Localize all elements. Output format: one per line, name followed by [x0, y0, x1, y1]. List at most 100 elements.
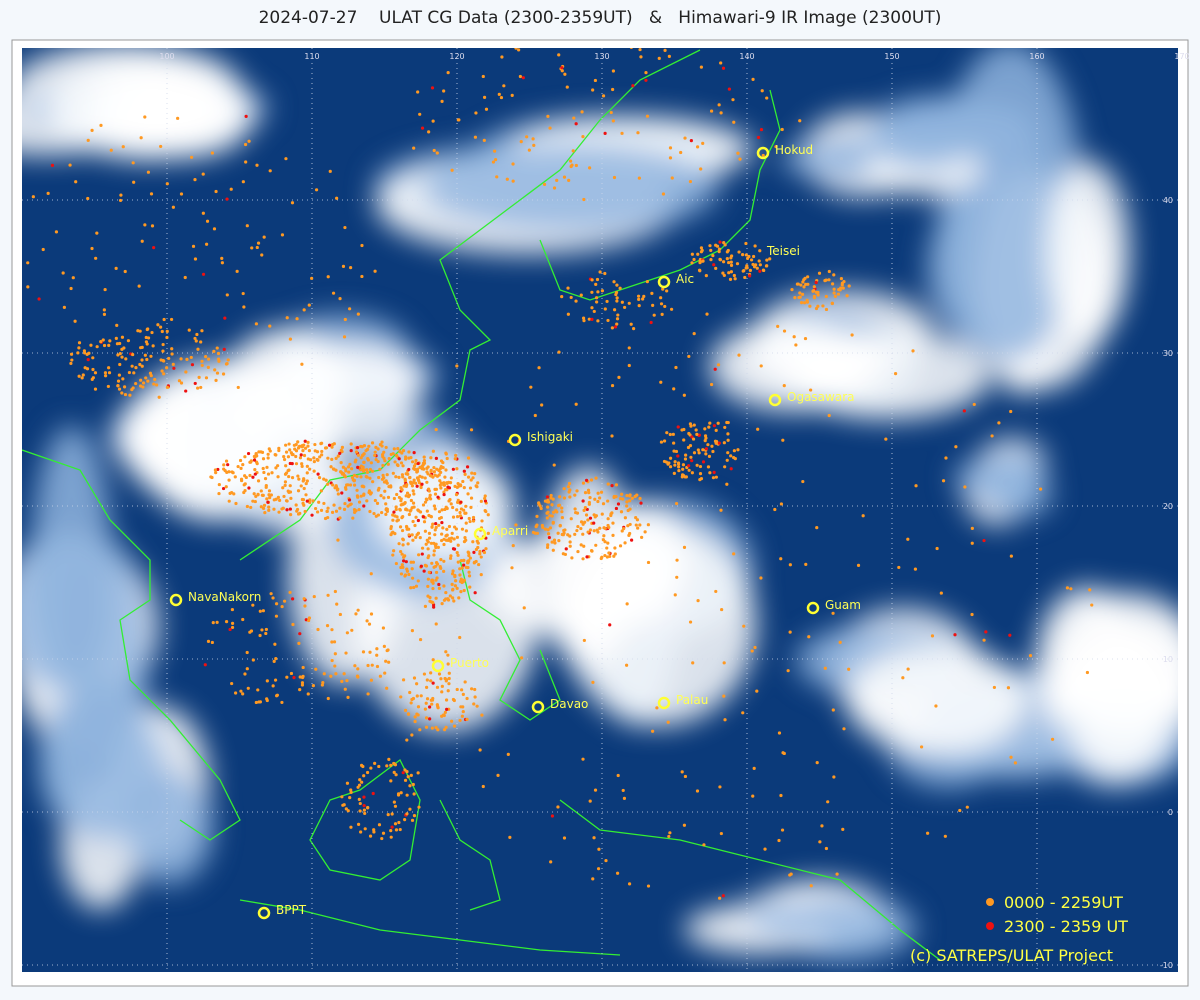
stroke-dot	[334, 509, 339, 513]
stroke-dot	[906, 667, 910, 671]
stroke-dot	[692, 451, 697, 455]
stroke-dot	[665, 289, 669, 293]
stroke-dot	[722, 694, 726, 698]
stroke-dot	[473, 135, 478, 139]
stroke-dot	[467, 554, 471, 558]
stroke-dot	[581, 532, 585, 536]
stroke-dot	[209, 475, 213, 479]
stroke-dot	[266, 472, 271, 476]
stroke-dot	[341, 264, 346, 268]
stroke-dot	[691, 437, 696, 441]
stroke-dot	[682, 427, 686, 432]
stroke-dot	[428, 599, 432, 603]
stroke-dot	[615, 322, 619, 326]
stroke-dot	[398, 450, 402, 454]
stroke-dot	[558, 524, 562, 528]
stroke-dot	[695, 463, 699, 467]
stroke-dot	[360, 484, 364, 488]
stroke-dot	[737, 353, 741, 357]
stroke-dot	[958, 808, 962, 813]
stroke-dot	[511, 162, 515, 166]
stroke-dot	[300, 497, 304, 502]
stroke-dot	[374, 457, 378, 462]
stroke-dot	[425, 678, 429, 682]
stroke-dot	[103, 287, 107, 292]
stroke-dot	[429, 541, 433, 545]
stroke-dot	[300, 462, 304, 466]
stroke-dot	[596, 867, 601, 871]
stroke-dot	[737, 250, 741, 254]
stroke-dot	[425, 697, 430, 701]
stroke-dot	[464, 529, 468, 533]
stroke-dot	[262, 235, 266, 239]
stroke-dot	[222, 467, 226, 471]
stroke-dot	[442, 492, 446, 497]
stroke-dot	[466, 456, 471, 460]
stroke-dot	[449, 476, 453, 480]
stroke-dot	[290, 597, 295, 601]
stroke-dot	[382, 480, 387, 484]
stroke-dot	[226, 358, 230, 362]
station-label: Ishigaki	[527, 430, 573, 444]
stroke-dot	[462, 559, 466, 563]
stroke-dot	[575, 511, 580, 515]
stroke-dot	[403, 500, 407, 505]
stroke-dot	[214, 189, 218, 194]
stroke-dot	[376, 459, 380, 464]
stroke-dot	[440, 520, 444, 525]
stroke-dot	[117, 373, 122, 377]
stroke-dot	[225, 361, 229, 366]
stroke-dot	[389, 835, 393, 839]
stroke-dot	[254, 700, 258, 705]
stroke-dot	[732, 552, 736, 556]
stroke-dot	[312, 594, 316, 599]
stroke-dot	[446, 653, 450, 657]
stroke-dot	[196, 347, 200, 351]
stroke-dot	[387, 660, 391, 664]
stroke-dot	[726, 451, 730, 455]
stroke-dot	[116, 379, 121, 383]
stroke-dot	[416, 461, 420, 466]
stroke-dot	[367, 444, 371, 448]
stroke-dot	[374, 445, 378, 449]
stroke-dot	[861, 514, 865, 518]
stroke-dot	[394, 505, 398, 509]
stroke-dot	[165, 335, 169, 340]
stroke-dot	[510, 93, 514, 97]
stroke-dot	[686, 445, 691, 450]
stroke-dot	[446, 597, 450, 601]
stroke-dot	[714, 589, 718, 594]
stroke-dot	[601, 94, 606, 98]
stroke-dot	[319, 489, 323, 493]
stroke-dot	[418, 112, 422, 116]
stroke-dot	[283, 483, 287, 487]
stroke-dot	[179, 381, 184, 385]
stroke-dot	[284, 464, 288, 468]
stroke-dot	[424, 701, 428, 705]
stroke-dot	[466, 475, 471, 479]
stroke-dot	[615, 317, 620, 321]
stroke-dot	[428, 496, 432, 500]
stroke-dot	[429, 456, 433, 460]
stroke-dot	[304, 493, 308, 497]
stroke-dot	[646, 523, 650, 527]
stroke-dot	[426, 465, 430, 469]
lat-label: 10	[1163, 655, 1173, 664]
stroke-dot	[418, 474, 422, 478]
stroke-dot	[403, 708, 408, 713]
stroke-dot	[572, 116, 576, 120]
stroke-dot	[379, 494, 383, 498]
stroke-dot	[268, 496, 272, 500]
stroke-dot	[548, 514, 552, 518]
coast	[559, 799, 941, 961]
stroke-dot	[436, 545, 440, 549]
stroke-dot	[70, 358, 74, 362]
stroke-dot	[690, 471, 694, 475]
stroke-dot	[412, 492, 416, 496]
stroke-dot	[350, 467, 354, 471]
stroke-dot	[305, 479, 309, 483]
stroke-dot	[295, 317, 299, 321]
stroke-dot	[383, 489, 387, 493]
stroke-dot	[212, 227, 217, 231]
stroke-dot	[422, 672, 427, 676]
